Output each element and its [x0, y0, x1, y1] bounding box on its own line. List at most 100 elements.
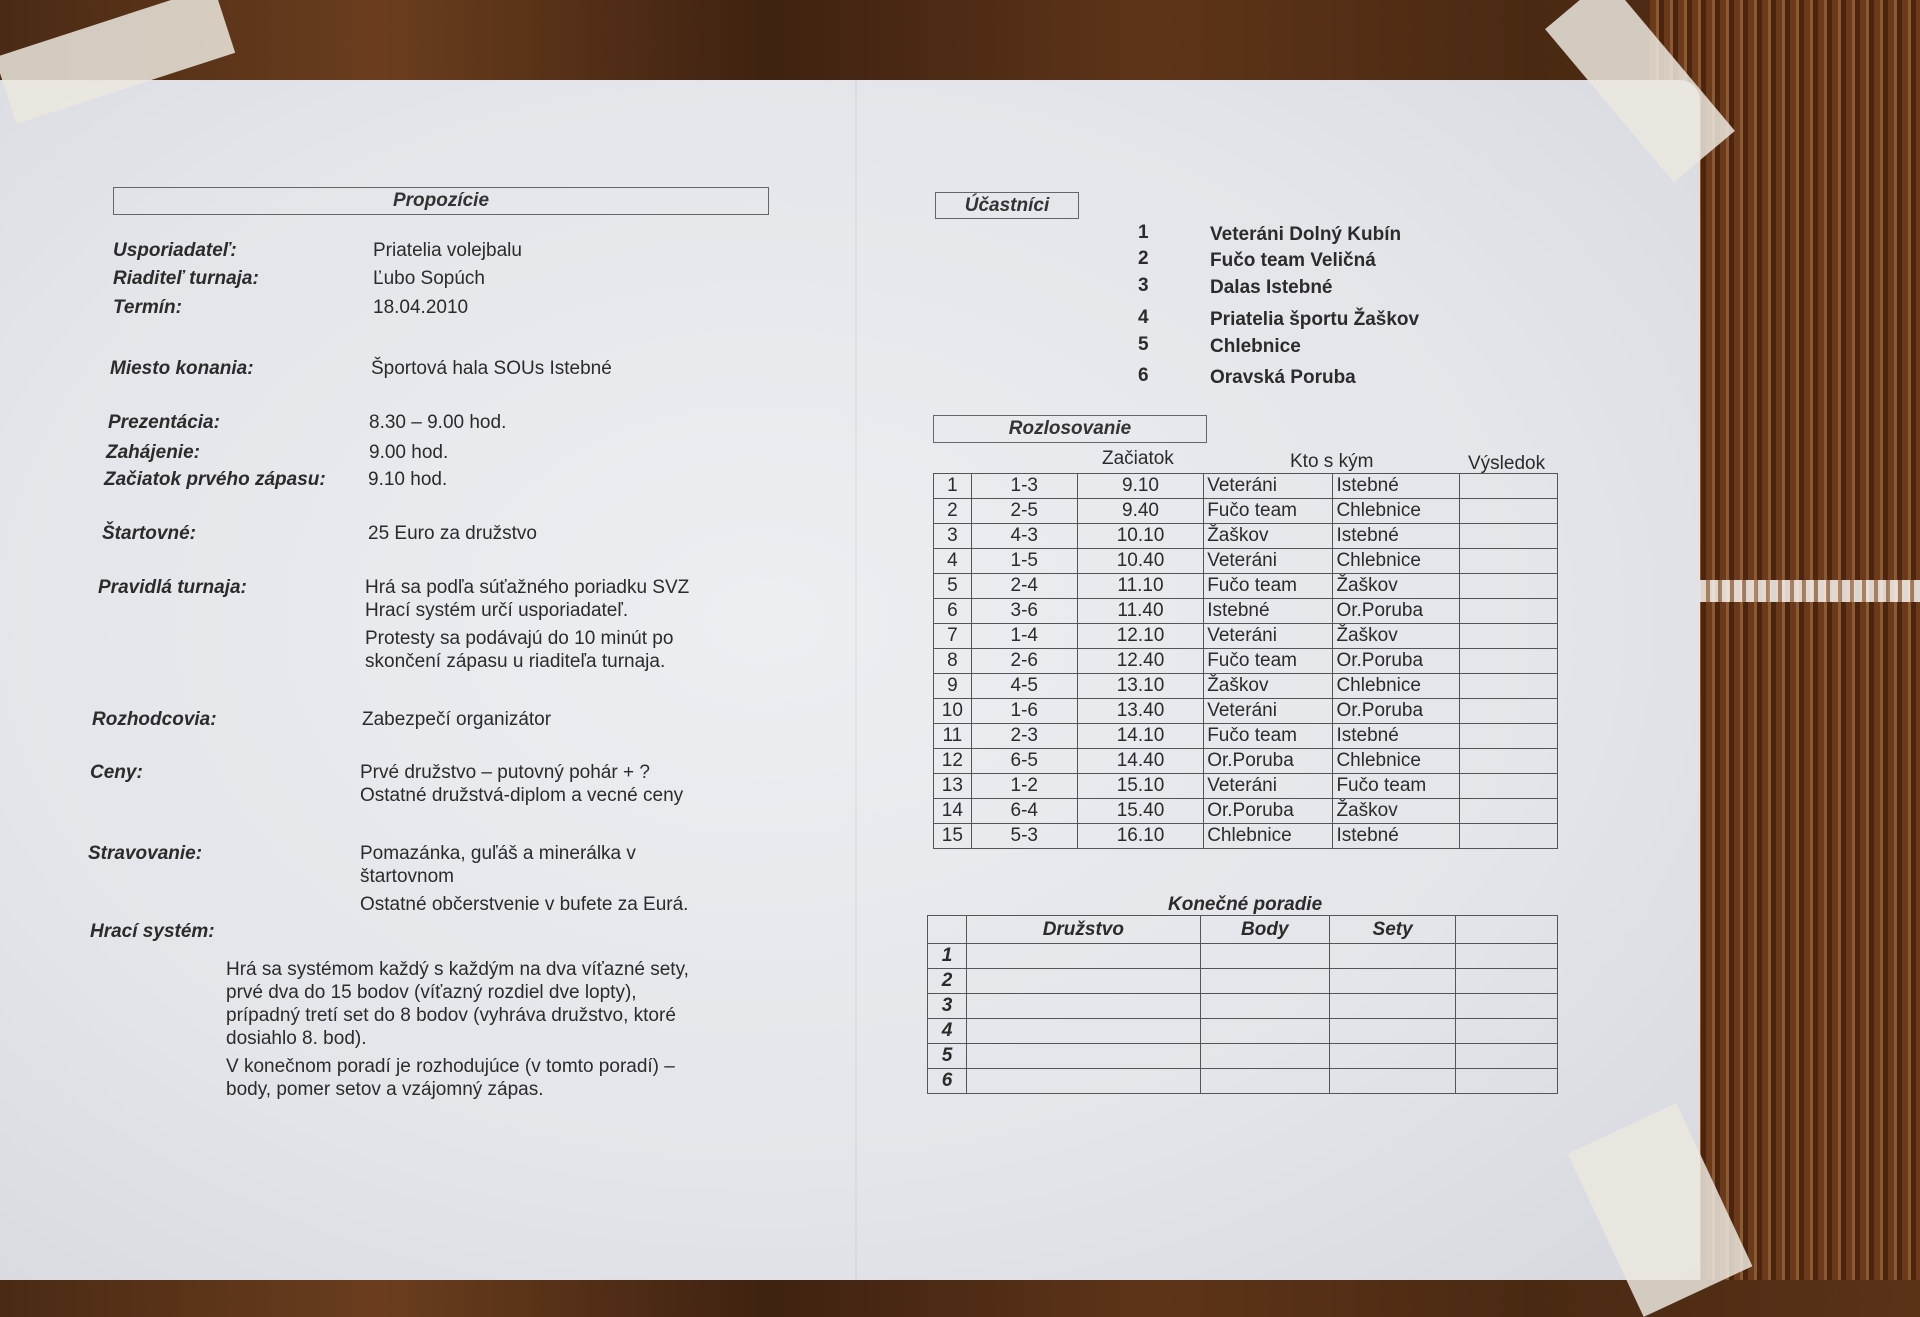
field-value: štartovnom: [360, 866, 454, 887]
standings-cell[interactable]: [1199, 1018, 1331, 1044]
standings-cell[interactable]: [1199, 993, 1331, 1019]
result-cell[interactable]: [1459, 573, 1558, 599]
standings-cell[interactable]: [966, 1018, 1201, 1044]
match-number: 11: [933, 723, 972, 749]
field-label: Miesto konania:: [110, 358, 254, 379]
pairing: 1-5: [970, 548, 1078, 574]
field-label: Začiatok prvého zápasu:: [104, 469, 326, 490]
propozicie-title: Propozície: [113, 187, 769, 215]
result-cell[interactable]: [1459, 798, 1558, 824]
standings-cell[interactable]: [1329, 1018, 1457, 1044]
field-value: Zabezpečí organizátor: [362, 709, 552, 730]
start-time: 11.40: [1076, 598, 1205, 624]
standings-cell[interactable]: [966, 1068, 1201, 1094]
standings-cell[interactable]: [1329, 968, 1457, 994]
schedule-row: 11 2-3 14.10 Fučo team Istebné: [933, 723, 1558, 749]
result-cell[interactable]: [1459, 473, 1558, 499]
result-cell[interactable]: [1459, 773, 1558, 799]
home-team: Or.Poruba: [1203, 798, 1334, 824]
result-cell[interactable]: [1459, 523, 1558, 549]
team-name: Fučo team Veličná: [1210, 250, 1376, 271]
schedule-row: 4 1-5 10.40 Veteráni Chlebnice: [933, 548, 1558, 574]
field-value: Prvé družstvo – putovný pohár + ?: [360, 762, 650, 783]
field-value: skončení zápasu u riaditeľa turnaja.: [365, 651, 666, 672]
field-label: Zahájenie:: [106, 442, 200, 463]
home-team: Or.Poruba: [1203, 748, 1334, 774]
standings-header-cell: Sety: [1329, 915, 1457, 944]
standings-cell[interactable]: [1199, 943, 1331, 969]
result-cell[interactable]: [1459, 598, 1558, 624]
standings-cell[interactable]: [966, 943, 1201, 969]
start-time: 12.10: [1076, 623, 1205, 649]
home-team: Veteráni: [1203, 773, 1334, 799]
match-number: 5: [933, 573, 972, 599]
standings-cell[interactable]: [1455, 968, 1558, 994]
standings-title: Konečné poradie: [1168, 894, 1323, 915]
pairing: 2-4: [970, 573, 1078, 599]
home-team: Veteráni: [1203, 548, 1334, 574]
standings-cell[interactable]: [1455, 1068, 1558, 1094]
standings-row: 6: [926, 1068, 1558, 1094]
schedule-row: 3 4-3 10.10 Žaškov Istebné: [933, 523, 1558, 549]
standings-row: 1: [926, 943, 1558, 969]
result-cell[interactable]: [1459, 673, 1558, 699]
pairing: 4-3: [970, 523, 1078, 549]
match-number: 2: [933, 498, 972, 524]
schedule-row: 8 2-6 12.40 Fučo team Or.Poruba: [933, 648, 1558, 674]
standings-cell[interactable]: [966, 1043, 1201, 1069]
pairing: 2-5: [970, 498, 1078, 524]
standings-cell[interactable]: [966, 993, 1201, 1019]
field-value: Hrá sa systémom každý s každým na dva ví…: [226, 959, 689, 980]
schedule-row: 6 3-6 11.40 Istebné Or.Poruba: [933, 598, 1558, 624]
standings-cell[interactable]: [1329, 1043, 1457, 1069]
home-team: Chlebnice: [1203, 823, 1334, 849]
result-cell[interactable]: [1459, 823, 1558, 849]
standings-cell[interactable]: [1455, 943, 1558, 969]
standings-header-cell: [926, 915, 968, 944]
away-team: Istebné: [1332, 823, 1461, 849]
result-cell[interactable]: [1459, 548, 1558, 574]
match-number: 12: [933, 748, 972, 774]
result-cell[interactable]: [1459, 498, 1558, 524]
schedule-row: 15 5-3 16.10 Chlebnice Istebné: [933, 823, 1558, 849]
pairing: 1-2: [970, 773, 1078, 799]
result-cell[interactable]: [1459, 748, 1558, 774]
home-team: Veteráni: [1203, 623, 1334, 649]
start-time: 14.10: [1076, 723, 1205, 749]
away-team: Fučo team: [1332, 773, 1461, 799]
away-team: Žaškov: [1332, 798, 1461, 824]
field-value: Hrá sa podľa súťažného poriadku SVZ: [365, 577, 690, 598]
match-number: 8: [933, 648, 972, 674]
standings-table: Družstvo Body Sety 1 2 3 4 5 6: [926, 915, 1558, 1094]
standings-row: 5: [926, 1043, 1558, 1069]
field-label: Ceny:: [90, 762, 143, 783]
home-team: Fučo team: [1203, 723, 1334, 749]
match-number: 9: [933, 673, 972, 699]
away-team: Chlebnice: [1332, 548, 1461, 574]
standings-cell[interactable]: [1455, 1018, 1558, 1044]
standings-cell[interactable]: [1455, 1043, 1558, 1069]
schedule-row: 1 1-3 9.10 Veteráni Istebné: [933, 473, 1558, 499]
result-cell[interactable]: [1459, 723, 1558, 749]
away-team: Chlebnice: [1332, 673, 1461, 699]
team-name: Veteráni Dolný Kubín: [1210, 224, 1402, 245]
start-time: 16.10: [1076, 823, 1205, 849]
standings-cell[interactable]: [966, 968, 1201, 994]
result-cell[interactable]: [1459, 623, 1558, 649]
field-label: Štartovné:: [102, 523, 196, 544]
standings-cell[interactable]: [1329, 943, 1457, 969]
result-cell[interactable]: [1459, 698, 1558, 724]
standings-cell[interactable]: [1199, 1068, 1331, 1094]
away-team: Or.Poruba: [1332, 698, 1461, 724]
standings-cell[interactable]: [1199, 968, 1331, 994]
standings-cell[interactable]: [1329, 1068, 1457, 1094]
start-time: 10.40: [1076, 548, 1205, 574]
standings-cell[interactable]: [1329, 993, 1457, 1019]
match-number: 14: [933, 798, 972, 824]
standings-cell[interactable]: [1199, 1043, 1331, 1069]
away-team: Žaškov: [1332, 573, 1461, 599]
pairing: 6-5: [970, 748, 1078, 774]
standings-cell[interactable]: [1455, 993, 1558, 1019]
field-value: Priatelia volejbalu: [373, 240, 522, 261]
result-cell[interactable]: [1459, 648, 1558, 674]
